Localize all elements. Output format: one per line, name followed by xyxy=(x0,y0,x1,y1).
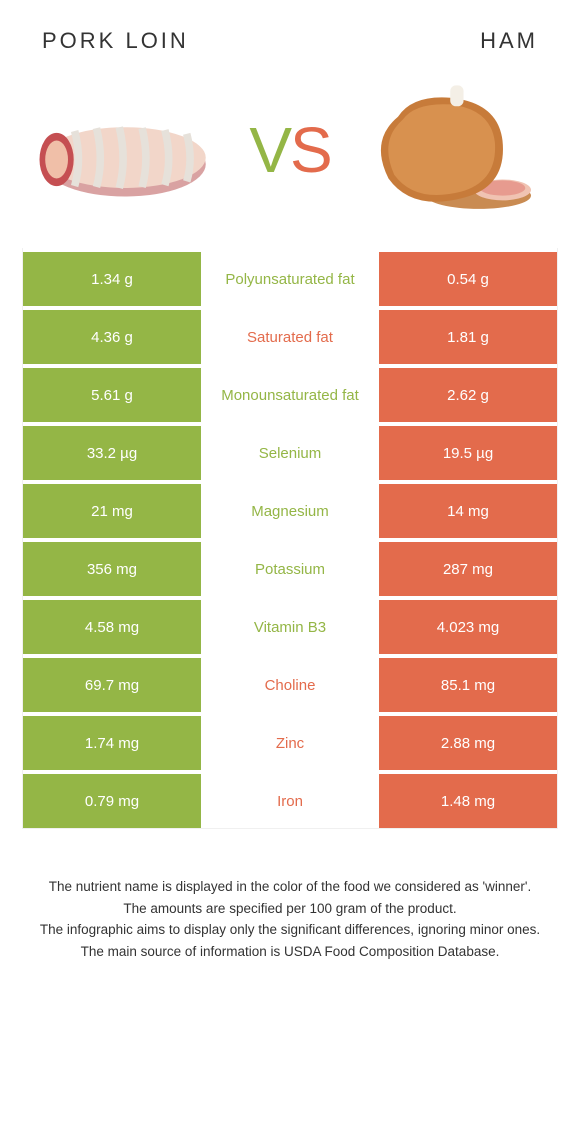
header: Pork loin Ham xyxy=(22,28,558,66)
value-left: 0.79 mg xyxy=(23,774,201,828)
nutrient-label: Magnesium xyxy=(201,484,379,538)
value-left: 33.2 µg xyxy=(23,426,201,480)
value-right: 14 mg xyxy=(379,484,557,538)
nutrient-label: Iron xyxy=(201,774,379,828)
table-row: 1.34 gPolyunsaturated fat0.54 g xyxy=(23,248,557,306)
table-row: 5.61 gMonounsaturated fat2.62 g xyxy=(23,364,557,422)
table-row: 33.2 µgSelenium19.5 µg xyxy=(23,422,557,480)
footnote: The main source of information is USDA F… xyxy=(32,942,548,962)
nutrient-label: Saturated fat xyxy=(201,310,379,364)
footnote: The infographic aims to display only the… xyxy=(32,920,548,940)
table-row: 1.74 mgZinc2.88 mg xyxy=(23,712,557,770)
table-row: 69.7 mgCholine85.1 mg xyxy=(23,654,557,712)
value-left: 69.7 mg xyxy=(23,658,201,712)
value-left: 21 mg xyxy=(23,484,201,538)
footnote: The amounts are specified per 100 gram o… xyxy=(32,899,548,919)
value-left: 5.61 g xyxy=(23,368,201,422)
value-left: 356 mg xyxy=(23,542,201,596)
title-left: Pork loin xyxy=(42,28,189,54)
ham-image xyxy=(360,80,550,220)
value-right: 1.48 mg xyxy=(379,774,557,828)
pork-loin-image xyxy=(30,80,220,220)
value-right: 4.023 mg xyxy=(379,600,557,654)
footnotes: The nutrient name is displayed in the co… xyxy=(22,829,558,961)
table-row: 4.58 mgVitamin B34.023 mg xyxy=(23,596,557,654)
table-row: 21 mgMagnesium14 mg xyxy=(23,480,557,538)
vs-v: V xyxy=(249,113,290,187)
value-right: 19.5 µg xyxy=(379,426,557,480)
value-right: 0.54 g xyxy=(379,252,557,306)
table-row: 0.79 mgIron1.48 mg xyxy=(23,770,557,828)
nutrient-label: Vitamin B3 xyxy=(201,600,379,654)
value-right: 1.81 g xyxy=(379,310,557,364)
value-left: 1.34 g xyxy=(23,252,201,306)
vs-label: VS xyxy=(249,113,330,187)
title-right: Ham xyxy=(480,28,538,54)
nutrient-label: Selenium xyxy=(201,426,379,480)
value-left: 4.36 g xyxy=(23,310,201,364)
table-row: 356 mgPotassium287 mg xyxy=(23,538,557,596)
value-left: 1.74 mg xyxy=(23,716,201,770)
value-right: 287 mg xyxy=(379,542,557,596)
nutrient-table: 1.34 gPolyunsaturated fat0.54 g4.36 gSat… xyxy=(22,248,558,829)
value-right: 2.88 mg xyxy=(379,716,557,770)
value-right: 2.62 g xyxy=(379,368,557,422)
vs-s: S xyxy=(290,113,331,187)
footnote: The nutrient name is displayed in the co… xyxy=(32,877,548,897)
nutrient-label: Polyunsaturated fat xyxy=(201,252,379,306)
value-left: 4.58 mg xyxy=(23,600,201,654)
nutrient-label: Monounsaturated fat xyxy=(201,368,379,422)
nutrient-label: Potassium xyxy=(201,542,379,596)
nutrient-label: Choline xyxy=(201,658,379,712)
nutrient-label: Zinc xyxy=(201,716,379,770)
value-right: 85.1 mg xyxy=(379,658,557,712)
table-row: 4.36 gSaturated fat1.81 g xyxy=(23,306,557,364)
hero-row: VS xyxy=(22,66,558,248)
